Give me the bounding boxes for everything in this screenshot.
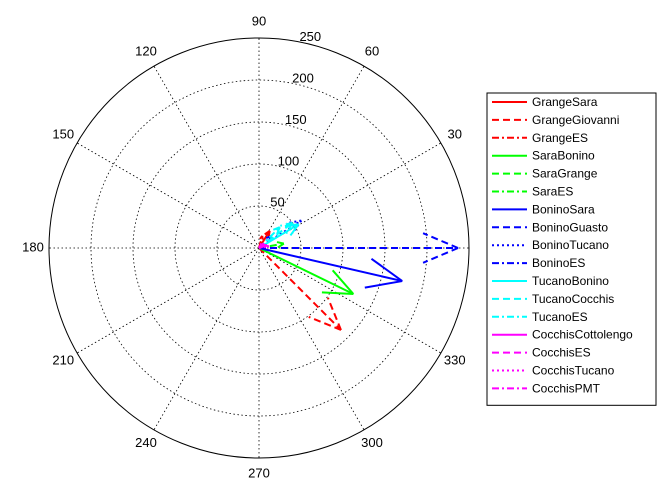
angle-tick-120: 120	[135, 44, 157, 59]
angle-tick-270: 270	[248, 465, 270, 480]
legend-label: SaraES	[532, 185, 573, 199]
arrow-head-6-1	[364, 280, 403, 289]
arrow-head-1-1	[308, 315, 342, 331]
legend-label: SaraGrange	[532, 167, 598, 181]
arrow-head-2-1	[261, 235, 264, 240]
arrow-head-14-1	[262, 243, 266, 246]
legend-item-CocchisTucano: CocchisTucano	[492, 364, 615, 378]
arrow-head-15-1	[265, 245, 270, 249]
radial-tick-50: 50	[270, 195, 284, 210]
legend-item-BoninoSara: BoninoSara	[492, 202, 595, 216]
outer-circle	[48, 37, 470, 459]
legend-label: CocchisPMT	[532, 381, 601, 395]
series-CocchisPMT	[258, 242, 263, 249]
arrow-head-1-0	[326, 297, 342, 331]
arrow-shaft-1	[258, 247, 342, 331]
ring-50	[216, 205, 302, 291]
spoke-300	[258, 247, 365, 431]
angle-tick-90: 90	[252, 13, 266, 28]
series-arrows	[258, 219, 459, 331]
angle-tick-330: 330	[444, 352, 466, 367]
legend-item-CocchisPMT: CocchisPMT	[492, 381, 601, 395]
radial-tick-100: 100	[278, 153, 300, 168]
legend-label: CocchisTucano	[532, 364, 615, 378]
spoke-150	[76, 142, 260, 249]
radial-tick-250: 250	[299, 29, 321, 44]
arrow-shaft-10	[258, 223, 300, 249]
radial-tick-200: 200	[292, 71, 314, 86]
series-BoninoSara	[258, 247, 403, 289]
legend-item-BoninoTucano: BoninoTucano	[492, 238, 609, 252]
legend-label: CocchisES	[532, 346, 591, 360]
arrow-head-6-0	[370, 257, 403, 282]
spoke-240	[153, 247, 260, 431]
arrow-head-11-1	[285, 222, 294, 235]
legend-label: GrangeGiovanni	[532, 113, 619, 127]
legend-item-SaraES: SaraES	[492, 185, 573, 199]
angle-tick-300: 300	[361, 435, 383, 450]
spoke-120	[153, 65, 260, 249]
angle-tick-150: 150	[52, 126, 74, 141]
spoke-210	[76, 247, 260, 354]
arrow-head-7-0	[422, 232, 459, 249]
legend-label: TucanoBonino	[532, 274, 609, 288]
legend: GrangeSara GrangeGiovanni GrangeES SaraBoni…	[486, 92, 657, 406]
legend-label: BoninoGuasto	[532, 220, 608, 234]
spoke-330	[258, 247, 442, 354]
legend-item-CocchisES: CocchisES	[492, 346, 591, 360]
radial-tick-150: 150	[285, 112, 307, 127]
legend-label: BoninoES	[532, 256, 585, 270]
spoke-30	[258, 142, 442, 249]
radial-tick-labels: 50 100 150 200 250	[270, 29, 321, 209]
legend-label: BoninoSara	[532, 202, 595, 216]
legend-item-CocchisCottolengo: CocchisCottolengo	[492, 328, 633, 342]
legend-label: BoninoTucano	[532, 238, 609, 252]
arrow-shaft-6	[258, 247, 403, 283]
spoke-60	[258, 65, 365, 249]
arrow-head-3-0	[331, 269, 355, 295]
arrow-head-12-0	[271, 226, 281, 232]
angle-tick-labels: 30 60 90 120 150 180 210 240 270 300 330	[22, 13, 465, 480]
legend-item-GrangeES: GrangeES	[492, 131, 588, 145]
arrow-head-7-1	[422, 247, 459, 264]
legend-item-BoninoGuasto: BoninoGuasto	[492, 220, 608, 234]
legend-label: SaraBonino	[532, 149, 595, 163]
angle-tick-180: 180	[22, 239, 44, 254]
legend-label: CocchisCottolengo	[532, 328, 633, 342]
legend-label: TucanoES	[532, 310, 588, 324]
legend-label: GrangeSara	[532, 95, 598, 109]
legend-item-BoninoES: BoninoES	[492, 256, 585, 270]
legend-item-TucanoCocchis: TucanoCocchis	[492, 292, 614, 306]
arrow-shaft-3	[258, 247, 354, 295]
arrow-head-3-1	[321, 291, 354, 296]
legend-item-TucanoBonino: TucanoBonino	[492, 274, 609, 288]
angle-tick-60: 60	[365, 44, 379, 59]
series-CocchisTucano	[258, 244, 270, 249]
legend-item-GrangeSara: GrangeSara	[492, 95, 598, 109]
series-BoninoGuasto	[259, 232, 459, 264]
arrow-shaft-15	[258, 245, 270, 249]
arrow-head-11-0	[280, 221, 293, 227]
series-GrangeGiovanni	[258, 247, 342, 331]
legend-label: TucanoCocchis	[532, 292, 614, 306]
legend-item-GrangeGiovanni: GrangeGiovanni	[492, 113, 619, 127]
legend-item-SaraBonino: SaraBonino	[492, 149, 595, 163]
arrow-head-12-1	[275, 226, 281, 236]
angle-tick-210: 210	[52, 352, 74, 367]
legend-item-SaraGrange: SaraGrange	[492, 167, 598, 181]
series-SaraBonino	[258, 247, 355, 296]
arrow-head-10-1	[289, 223, 300, 236]
legend-item-TucanoES: TucanoES	[492, 310, 588, 324]
arrow-head-4-1	[276, 242, 285, 249]
angle-tick-30: 30	[447, 126, 461, 141]
angle-tick-240: 240	[135, 435, 157, 450]
legend-label: GrangeES	[532, 131, 588, 145]
